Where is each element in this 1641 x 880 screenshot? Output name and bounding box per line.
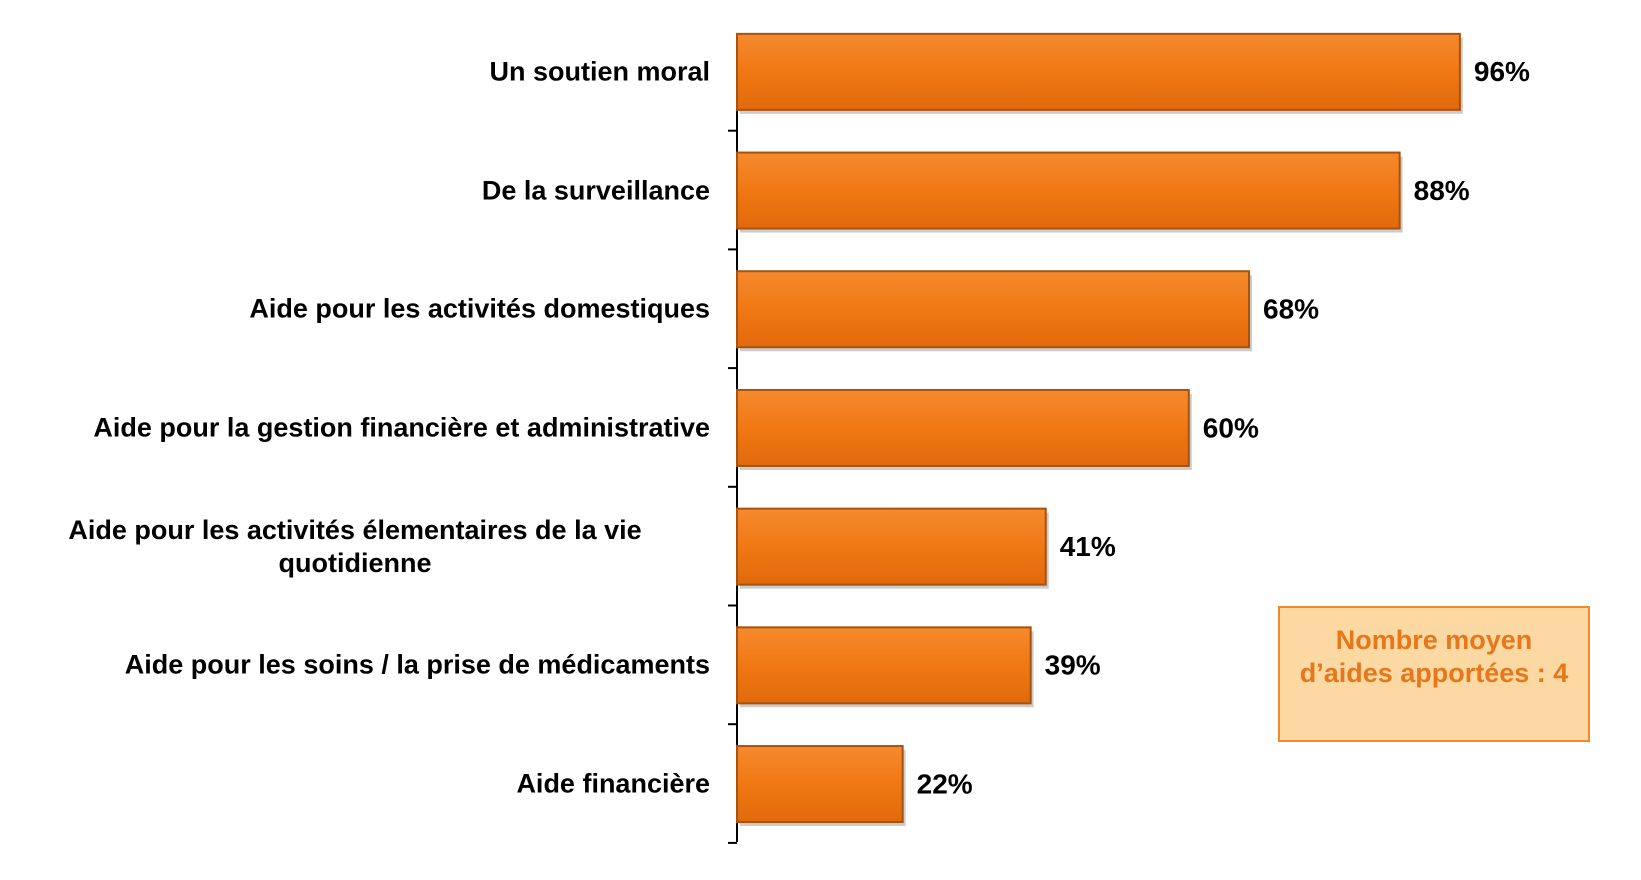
category-label: Aide pour les soins / la prise de médica… bbox=[124, 649, 710, 680]
bar bbox=[736, 507, 1047, 586]
category-label: De la surveillance bbox=[481, 175, 710, 206]
bar bbox=[736, 270, 1251, 349]
value-label: 60% bbox=[1203, 412, 1259, 443]
category-label: Aide pour les activités élementaires de … bbox=[68, 514, 642, 578]
category-label: Un soutien moral bbox=[489, 56, 710, 87]
bar bbox=[736, 745, 904, 824]
annotation: Nombre moyen d’aides apportées : 4 bbox=[1278, 606, 1590, 742]
category-label: Aide pour les activités domestiques bbox=[249, 293, 710, 324]
category-label: Aide financière bbox=[516, 768, 710, 799]
value-label: 88% bbox=[1414, 175, 1470, 206]
value-label: 22% bbox=[917, 768, 973, 799]
value-label: 96% bbox=[1474, 56, 1530, 87]
value-label: 68% bbox=[1263, 294, 1319, 325]
value-label: 41% bbox=[1060, 531, 1116, 562]
category-label: Aide pour la gestion financière et admin… bbox=[93, 412, 710, 443]
bar bbox=[736, 626, 1032, 705]
bar bbox=[736, 32, 1461, 111]
bar bbox=[736, 388, 1190, 467]
value-label: 39% bbox=[1045, 650, 1101, 681]
bar bbox=[736, 151, 1401, 230]
